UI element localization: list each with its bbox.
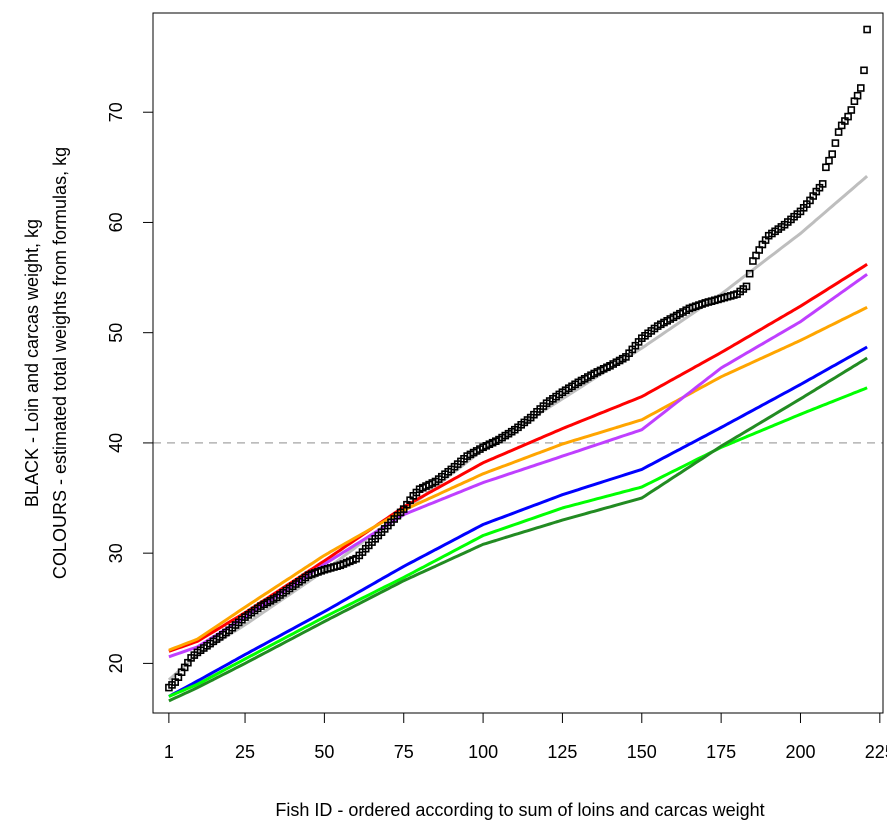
x-tick-label: 175 bbox=[706, 742, 736, 762]
x-tick-label: 100 bbox=[468, 742, 498, 762]
y-tick-label: 50 bbox=[106, 323, 126, 343]
observed-point bbox=[831, 139, 840, 147]
series-line-6 bbox=[168, 386, 868, 698]
x-tick-label: 1 bbox=[164, 742, 174, 762]
observed-point bbox=[828, 150, 837, 158]
x-tick-label: 225 bbox=[865, 742, 887, 762]
x-axis: 1255075100125150175200225 bbox=[164, 712, 887, 762]
observed-point bbox=[856, 84, 865, 92]
y-tick-label: 20 bbox=[106, 653, 126, 673]
y-tick-label: 70 bbox=[106, 102, 126, 122]
observed-point bbox=[853, 91, 862, 100]
x-tick-label: 150 bbox=[627, 742, 657, 762]
y-tick-label: 30 bbox=[106, 543, 126, 563]
y-axis-label-line-2: COLOURS - estimated total weights from f… bbox=[50, 147, 70, 579]
x-tick-label: 125 bbox=[547, 742, 577, 762]
observed-point bbox=[818, 180, 827, 188]
x-tick-label: 75 bbox=[394, 742, 414, 762]
observed-point bbox=[742, 282, 751, 291]
series-line-5 bbox=[168, 345, 868, 698]
series-line-3 bbox=[168, 305, 868, 652]
observed-points-layer bbox=[165, 25, 871, 692]
y-tick-label: 40 bbox=[106, 433, 126, 453]
y-axis: 20 30 40 50 60 70 bbox=[106, 102, 154, 673]
x-axis-label: Fish ID - ordered according to sum of lo… bbox=[275, 800, 764, 820]
y-tick-label: 60 bbox=[106, 212, 126, 232]
y-axis-label-line-1: BLACK - Loin and carcas weight, kg bbox=[22, 219, 42, 507]
observed-point bbox=[745, 269, 754, 278]
x-tick-label: 50 bbox=[314, 742, 334, 762]
series-line-7 bbox=[168, 356, 868, 703]
series-line-2 bbox=[168, 263, 868, 653]
x-tick-label: 200 bbox=[785, 742, 815, 762]
x-tick-label: 25 bbox=[235, 742, 255, 762]
observed-point bbox=[863, 25, 871, 34]
observed-point bbox=[860, 66, 868, 75]
observed-point bbox=[847, 106, 856, 114]
